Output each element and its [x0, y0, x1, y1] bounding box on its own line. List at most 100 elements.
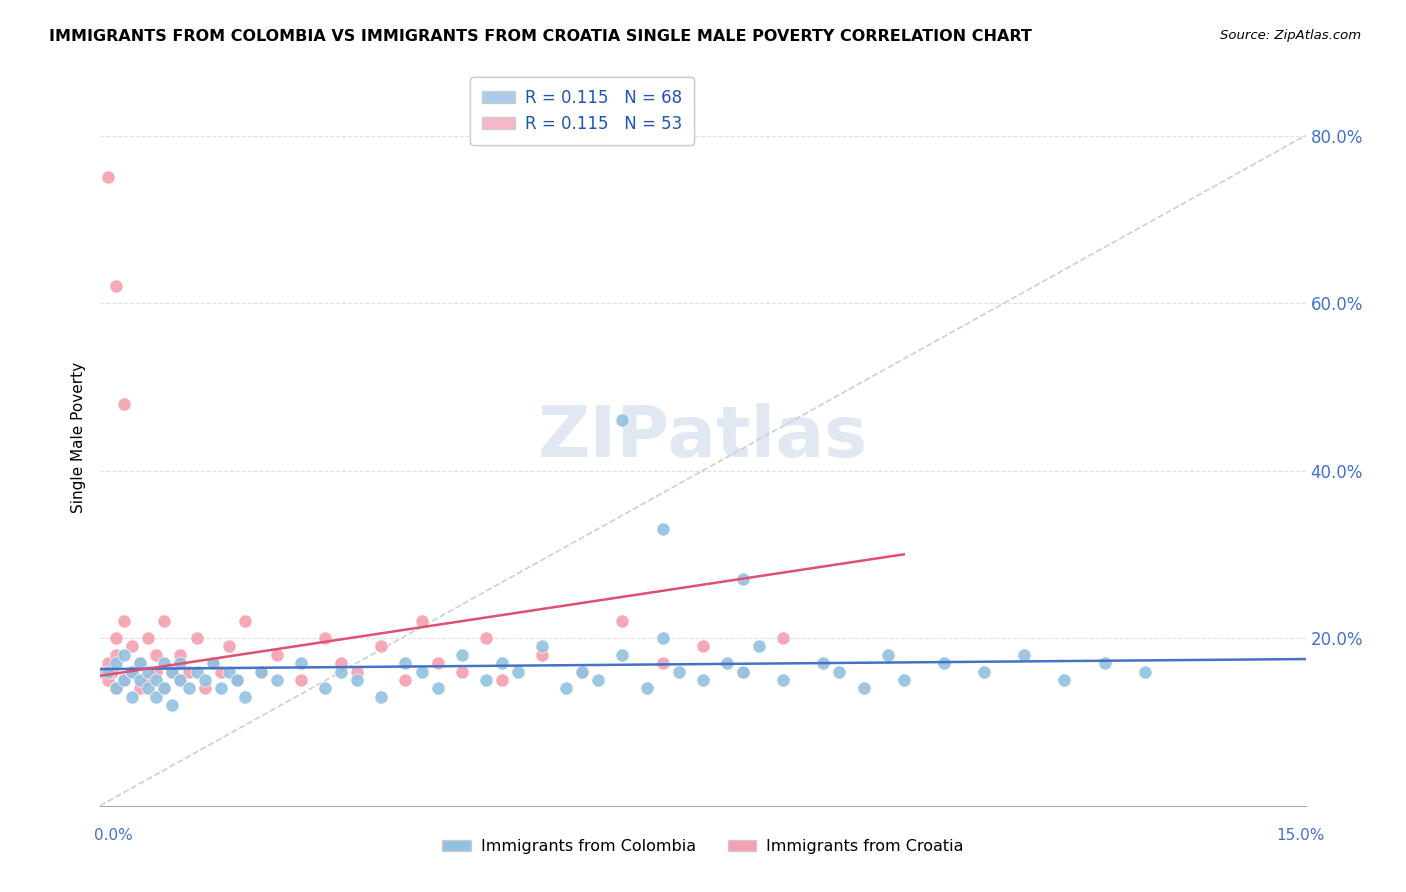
Point — [612, 413, 634, 427]
Text: ZIPatlas: ZIPatlas — [537, 402, 868, 472]
Point — [105, 681, 128, 696]
Point — [346, 673, 368, 687]
Point — [772, 631, 794, 645]
Point — [588, 673, 610, 687]
Point — [177, 665, 200, 679]
Point — [651, 657, 673, 671]
Point — [233, 690, 256, 704]
Point — [209, 665, 232, 679]
Point — [194, 681, 217, 696]
Point — [612, 648, 634, 662]
Point — [426, 681, 449, 696]
Point — [370, 640, 392, 654]
Text: IMMIGRANTS FROM COLOMBIA VS IMMIGRANTS FROM CROATIA SINGLE MALE POVERTY CORRELAT: IMMIGRANTS FROM COLOMBIA VS IMMIGRANTS F… — [49, 29, 1032, 44]
Point — [153, 681, 176, 696]
Point — [748, 640, 770, 654]
Point — [129, 673, 152, 687]
Point — [290, 657, 312, 671]
Point — [973, 665, 995, 679]
Point — [411, 665, 433, 679]
Point — [233, 615, 256, 629]
Point — [571, 665, 593, 679]
Point — [105, 681, 128, 696]
Point — [201, 657, 224, 671]
Point — [731, 665, 754, 679]
Point — [411, 615, 433, 629]
Point — [1053, 673, 1076, 687]
Point — [169, 673, 191, 687]
Point — [932, 657, 955, 671]
Point — [218, 640, 240, 654]
Point — [1133, 665, 1156, 679]
Point — [121, 665, 143, 679]
Point — [162, 665, 184, 679]
Point — [692, 673, 714, 687]
Point — [105, 657, 128, 671]
Point — [169, 657, 191, 671]
Point — [852, 681, 875, 696]
Point — [314, 681, 336, 696]
Point — [692, 640, 714, 654]
Point — [636, 681, 658, 696]
Point — [893, 673, 915, 687]
Point — [112, 396, 135, 410]
Point — [129, 657, 152, 671]
Point — [121, 665, 143, 679]
Point — [330, 657, 353, 671]
Point — [112, 673, 135, 687]
Point — [314, 631, 336, 645]
Point — [1012, 648, 1035, 662]
Point — [138, 631, 160, 645]
Point — [450, 665, 472, 679]
Point — [97, 657, 120, 671]
Point — [491, 657, 513, 671]
Point — [138, 681, 160, 696]
Point — [145, 690, 167, 704]
Point — [194, 673, 217, 687]
Text: Source: ZipAtlas.com: Source: ZipAtlas.com — [1220, 29, 1361, 42]
Point — [571, 665, 593, 679]
Point — [169, 673, 191, 687]
Point — [225, 673, 247, 687]
Point — [651, 522, 673, 536]
Point — [97, 170, 120, 185]
Point — [101, 665, 124, 679]
Point — [370, 690, 392, 704]
Point — [177, 681, 200, 696]
Point — [612, 615, 634, 629]
Point — [112, 648, 135, 662]
Point — [394, 673, 416, 687]
Point — [450, 648, 472, 662]
Point — [531, 648, 554, 662]
Point — [153, 615, 176, 629]
Point — [201, 657, 224, 671]
Point — [225, 673, 247, 687]
Point — [716, 657, 738, 671]
Point — [153, 657, 176, 671]
Point — [346, 665, 368, 679]
Y-axis label: Single Male Poverty: Single Male Poverty — [72, 361, 86, 513]
Point — [145, 648, 167, 662]
Legend: R = 0.115   N = 68, R = 0.115   N = 53: R = 0.115 N = 68, R = 0.115 N = 53 — [471, 77, 695, 145]
Point — [475, 673, 498, 687]
Point — [97, 665, 120, 679]
Point — [186, 665, 208, 679]
Text: 0.0%: 0.0% — [94, 829, 134, 843]
Point — [112, 615, 135, 629]
Point — [138, 665, 160, 679]
Point — [731, 665, 754, 679]
Point — [162, 698, 184, 712]
Point — [138, 673, 160, 687]
Point — [531, 640, 554, 654]
Point — [153, 681, 176, 696]
Point — [169, 648, 191, 662]
Point — [731, 573, 754, 587]
Point — [555, 681, 578, 696]
Point — [876, 648, 898, 662]
Point — [772, 673, 794, 687]
Point — [145, 673, 167, 687]
Point — [129, 657, 152, 671]
Point — [250, 665, 273, 679]
Point — [426, 657, 449, 671]
Point — [145, 665, 167, 679]
